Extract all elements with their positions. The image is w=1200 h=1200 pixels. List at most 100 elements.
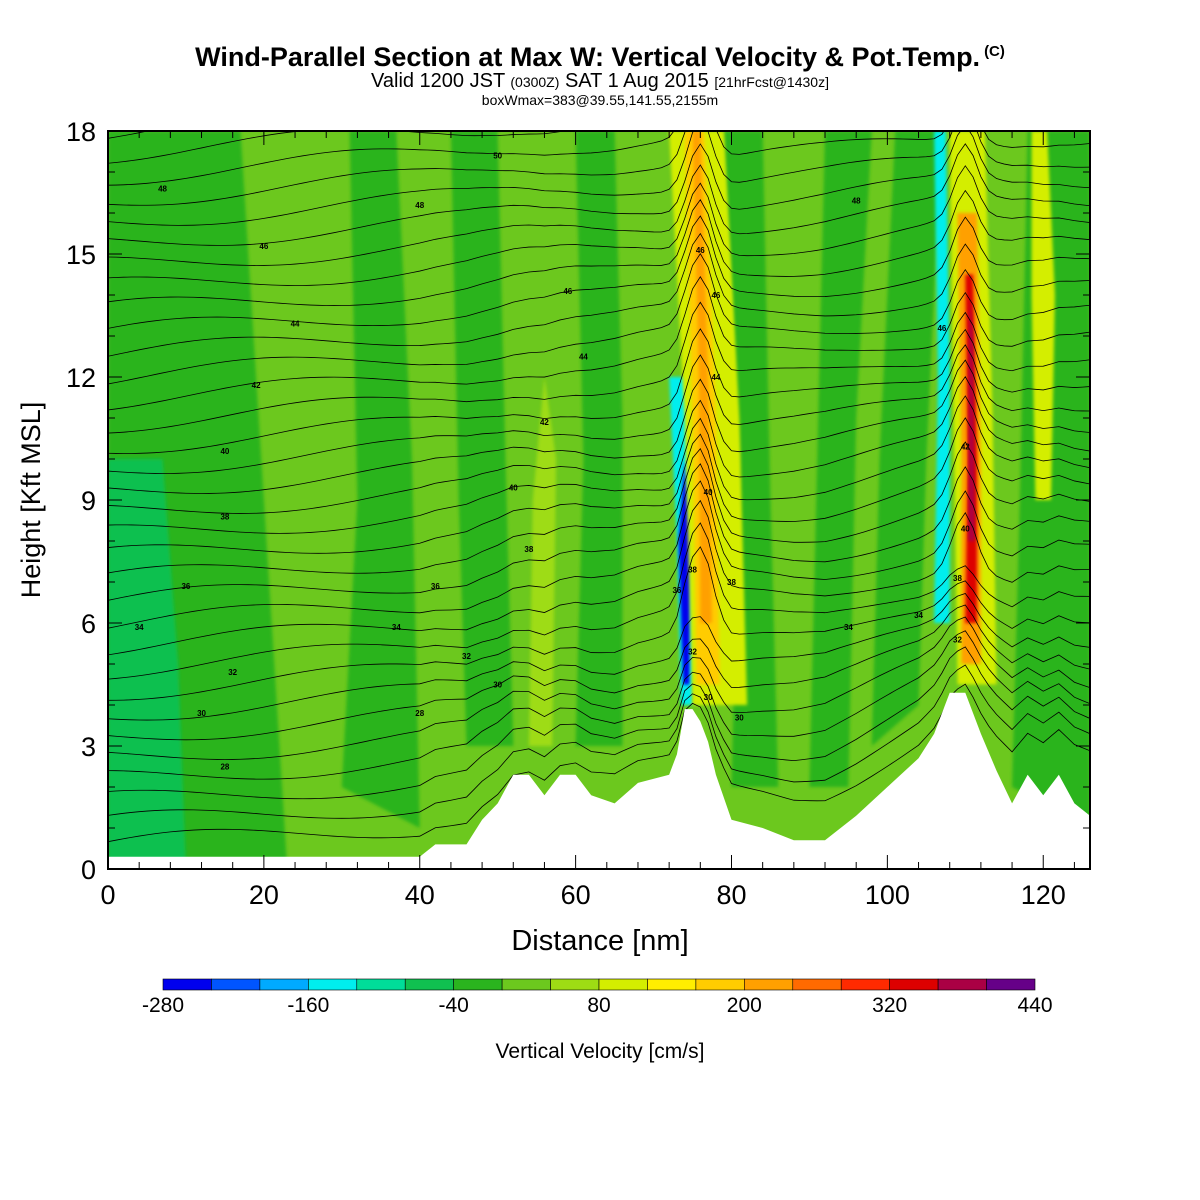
colorbar-swatch (501, 978, 551, 991)
theta-label: 42 (252, 381, 261, 390)
isentrope-line (108, 0, 1090, 83)
theta-label: 42 (961, 443, 970, 452)
plot-area: 50 48 48 48 46 46 46 46 46 44 44 44 42 42 42 40 40 40 40 38… (108, 0, 1090, 869)
y-tick-label: 6 (81, 609, 96, 639)
theta-label: 46 (259, 242, 268, 251)
title-text: Wind-Parallel Section at Max W: Vertical… (195, 42, 981, 72)
y-tick-label: 9 (81, 486, 96, 516)
theta-label: 44 (711, 373, 720, 382)
isentrope-line (108, 417, 1090, 554)
theta-label: 32 (462, 652, 471, 661)
theta-label: 30 (735, 713, 744, 722)
theta-label: 48 (158, 184, 167, 193)
isentrope-line (108, 522, 1090, 680)
isentrope-line (108, 232, 1090, 357)
theta-label: 30 (197, 709, 206, 718)
x-tick-label: 80 (716, 880, 746, 910)
isentrope-line (108, 376, 1090, 514)
theta-label: 48 (415, 201, 424, 210)
theta-label: 40 (961, 525, 970, 534)
isentrope-line (108, 683, 1090, 843)
theta-label: 32 (688, 648, 697, 657)
isentrope-line (108, 646, 1090, 800)
isentrope-line (108, 441, 1090, 574)
isentrope-line (108, 189, 1090, 306)
theta-label: 32 (953, 635, 962, 644)
theta-label: 34 (844, 623, 853, 632)
isentrope-line (108, 480, 1090, 629)
isentrope-line (108, 165, 1090, 286)
theta-label: 32 (228, 668, 237, 677)
colorbar-swatch (792, 978, 842, 991)
isentrope-line (108, 215, 1090, 329)
colorbar-label: Vertical Velocity [cm/s] (496, 1040, 705, 1063)
colorbar-tick-label: -160 (287, 994, 329, 1017)
theta-label: 38 (688, 566, 697, 575)
x-tick-label: 20 (249, 880, 279, 910)
colorbar-swatch (453, 978, 503, 991)
x-tick-label: 60 (561, 880, 591, 910)
colorbar-tick-label: 80 (587, 994, 610, 1017)
isentrope-line (108, 328, 1090, 454)
colorbar-swatch (211, 978, 261, 991)
theta-label: 36 (181, 582, 190, 591)
potential-temperature-contours (108, 0, 1090, 843)
theta-label: 34 (392, 623, 401, 632)
colorbar-swatch (744, 978, 794, 991)
colorbar-tick-label: -280 (142, 994, 184, 1017)
colorbar-swatch (840, 978, 890, 991)
isentrope-line (108, 499, 1090, 656)
theta-label: 38 (524, 545, 533, 554)
isentrope-line (108, 276, 1090, 411)
weak-downdraft-band (809, 131, 872, 787)
y-tick-label: 0 (81, 855, 96, 885)
theta-label: 44 (579, 353, 588, 362)
isentrope-line (108, 463, 1090, 601)
colorbar-swatch (986, 978, 1036, 991)
colorbar-swatch (937, 978, 987, 991)
colorbar-swatch (162, 978, 212, 991)
isentrope-line (108, 131, 150, 139)
theta-label: 40 (704, 488, 713, 497)
terrain-mask (108, 692, 1090, 869)
colorbar-swatch (647, 978, 697, 991)
colorbar: -280 -160 -40 80 200 320 440 (142, 978, 1053, 1017)
isentrope-line (108, 344, 1090, 474)
isentrope-line (108, 593, 1090, 721)
weak-downdraft-band (871, 131, 942, 746)
theta-contour-labels: 50 48 48 48 46 46 46 46 46 44 44 44 42 42 42 40 40 40 40 38… (135, 152, 971, 772)
colorbar-swatch (598, 978, 648, 991)
theta-label: 36 (672, 586, 681, 595)
theta-label: 46 (563, 287, 572, 296)
x-tick-label: 40 (405, 880, 435, 910)
theta-label: 28 (415, 709, 424, 718)
theta-label: 50 (493, 152, 502, 161)
isentrope-line (108, 143, 1090, 266)
isentrope-line (108, 546, 1090, 701)
theta-label: 38 (220, 512, 229, 521)
isentrope-line (108, 664, 1090, 819)
chart-subtitle: Valid 1200 JST (0300Z) SAT 1 Aug 2015 [2… (0, 70, 1200, 93)
isentrope-line (108, 131, 675, 186)
theta-label: 44 (291, 320, 300, 329)
theta-label: 46 (696, 246, 705, 255)
y-axis-label: Height [Kft MSL] (16, 402, 46, 599)
isentrope-line (108, 131, 1090, 206)
x-tick-label: 120 (1021, 880, 1066, 910)
colorbar-tick-label: 320 (872, 994, 907, 1017)
isentrope-line (108, 131, 569, 164)
isentrope-line (108, 131, 1090, 226)
weak-downdraft-band (108, 459, 186, 869)
utc-time: (0300Z) (510, 74, 560, 90)
theta-label: 46 (937, 324, 946, 333)
copyright-mark: (C) (984, 43, 1005, 60)
y-tick-label: 12 (66, 363, 96, 393)
isentrope-line (108, 616, 1090, 760)
colorbar-swatch (259, 978, 309, 991)
isentrope-line (108, 630, 1090, 780)
weak-downdraft-band (450, 131, 514, 746)
colorbar-swatch (889, 978, 939, 991)
theta-label: 30 (493, 681, 502, 690)
theta-label: 42 (540, 418, 549, 427)
